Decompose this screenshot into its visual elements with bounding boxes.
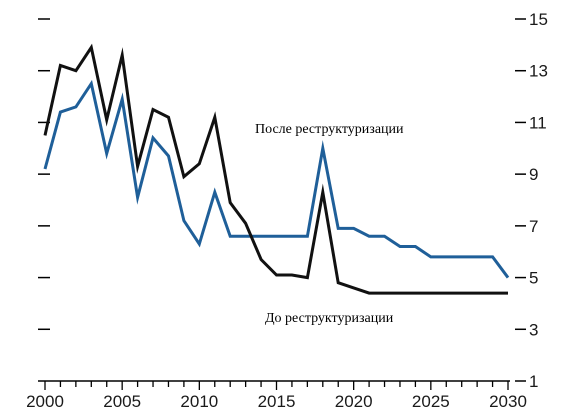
x-tick-label: 2020 xyxy=(335,392,373,411)
x-tick-label: 2010 xyxy=(180,392,218,411)
x-tick-label: 2015 xyxy=(258,392,296,411)
chart-series-layer xyxy=(43,43,510,295)
y-tick-label: 5 xyxy=(529,269,538,288)
series-line-do xyxy=(43,43,508,295)
series-label-do: До реструктуризации xyxy=(265,311,394,326)
x-tick-label: 2000 xyxy=(26,392,64,411)
x-tick-label: 2030 xyxy=(489,392,527,411)
y-tick-label: 1 xyxy=(529,372,538,391)
y-tick-label: 13 xyxy=(529,62,548,81)
y-tick-label: 3 xyxy=(529,320,538,339)
x-tick-label: 2005 xyxy=(103,392,141,411)
chart-labels-layer: После реструктуризации До реструктуризац… xyxy=(255,122,404,326)
y-tick-label: 15 xyxy=(529,10,548,29)
series-label-posle: После реструктуризации xyxy=(255,122,404,137)
series-line-posle xyxy=(43,79,510,279)
y-tick-label: 9 xyxy=(529,165,538,184)
y-tick-label: 7 xyxy=(529,217,538,236)
x-tick-label: 2025 xyxy=(412,392,450,411)
y-tick-label: 11 xyxy=(529,113,547,132)
